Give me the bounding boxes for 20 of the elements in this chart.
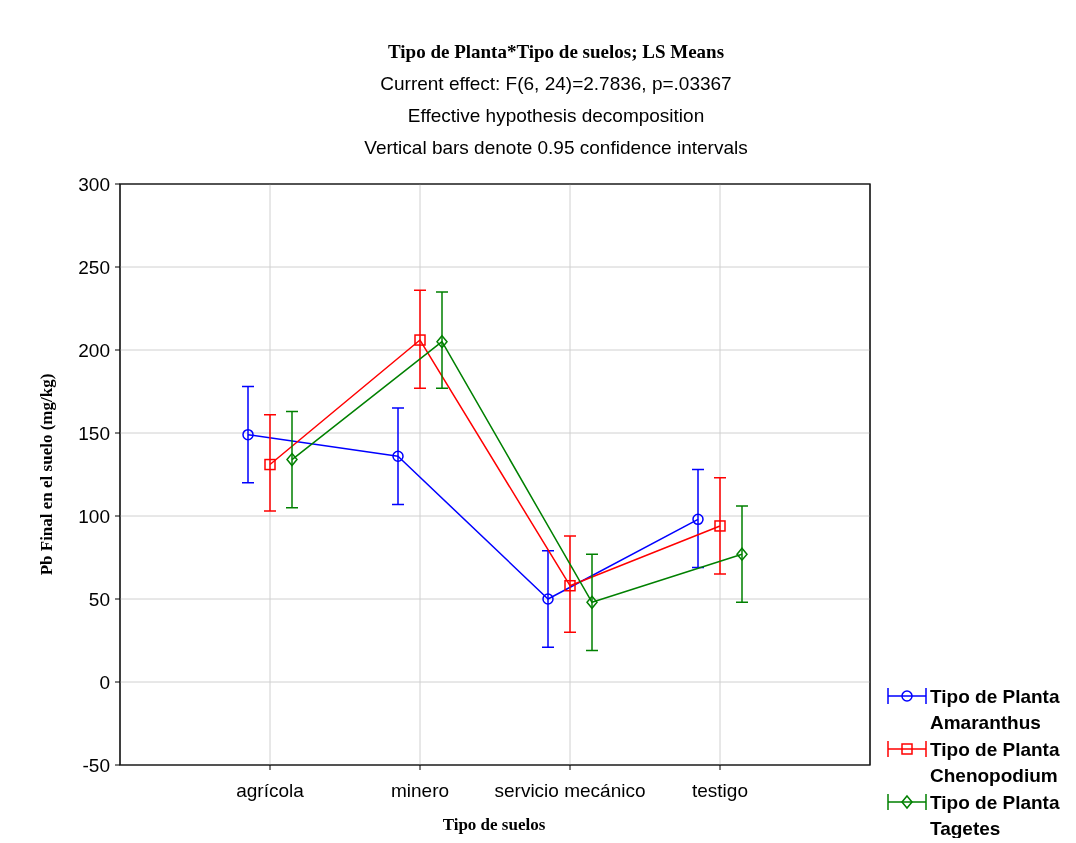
text: Vertical bars denote 0.95 confidence intervals xyxy=(364,137,748,158)
y-tick-label: 200 xyxy=(78,339,110,361)
x-axis-title: Tipo de suelos xyxy=(442,815,546,834)
text: Effective hypothesis decomposition xyxy=(407,105,705,126)
y-tick-label: 250 xyxy=(78,256,110,278)
y-axis-title: Pb Final en el suelo (mg/kg) xyxy=(37,373,56,576)
y-tick-label: 0 xyxy=(99,671,110,693)
y-tick-label: 50 xyxy=(88,588,110,610)
x-tick-label: servicio mecánico xyxy=(494,780,646,801)
legend-label: Tipo de Planta Chenopodium xyxy=(930,739,1060,786)
chart-title: Tipo de Planta*Tipo de suelos; LS Means xyxy=(387,41,725,62)
x-tick-label: minero xyxy=(390,780,450,801)
x-tick-label: testigo xyxy=(692,780,748,801)
y-tick-label: 150 xyxy=(78,422,110,444)
x-tick-label: agrícola xyxy=(236,780,305,801)
y-tick-label: -50 xyxy=(82,754,110,776)
legend-label: Tipo de Planta Amaranthus xyxy=(930,686,1060,733)
y-tick-label: 300 xyxy=(78,173,110,195)
chart-subtitle: Current effect: F(6, 24)=2.7836, p=.03367 xyxy=(380,73,732,94)
y-tick-label: 100 xyxy=(78,505,110,527)
